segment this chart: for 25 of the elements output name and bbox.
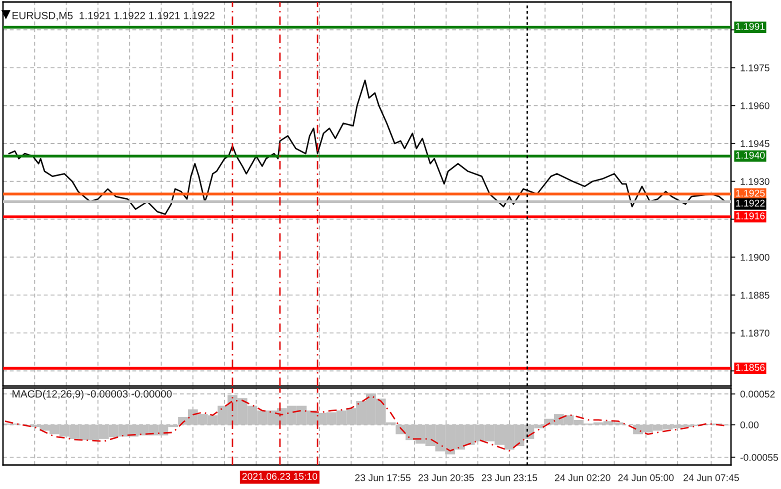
y-tick-label: 1.1975 xyxy=(740,64,770,72)
y-tick-label: 0.00 xyxy=(740,421,759,428)
x-tick-label: 24 Jun 05:00 xyxy=(618,474,674,482)
text: EURUSD,M5 1.1921 1.1922 1.1921 1.1922 xyxy=(12,12,214,20)
x-tick-label: 24 Jun 02:20 xyxy=(555,474,610,482)
x-tick-label: 24 Jun 07:45 xyxy=(684,474,739,482)
y-tick-label: 1.1945 xyxy=(740,140,770,148)
ref-line-label: 1.1925 xyxy=(736,190,765,197)
y-tick-label: -0.00055 xyxy=(740,454,778,461)
y-tick-label: 1.1900 xyxy=(740,254,770,261)
x-tick-label: 23 Jun 20:35 xyxy=(418,474,474,482)
ref-line-label: 1.1991 xyxy=(736,22,765,30)
ref-line-label: 1.1922 xyxy=(736,200,765,207)
chart-title: MACD(12,26,9) -0.00003 -0.00000 xyxy=(12,390,172,400)
x-tick-label: 23 Jun 17:55 xyxy=(355,474,411,482)
ref-line-label: 1.1916 xyxy=(736,212,765,220)
y-tick-label: 1.1885 xyxy=(740,292,770,299)
ref-line-label: 2021.06.23 15:10 xyxy=(242,472,318,480)
y-tick-label: 1.1930 xyxy=(740,178,770,185)
ref-line-label: 1.1940 xyxy=(736,152,765,159)
y-tick-label: 0.00052 xyxy=(740,390,775,398)
y-tick-label: 1.1870 xyxy=(740,330,770,337)
x-tick-label: 23 Jun 23:15 xyxy=(482,474,538,482)
y-tick-label: 1.1960 xyxy=(740,102,770,110)
ref-line-label: 1.1856 xyxy=(736,364,765,371)
